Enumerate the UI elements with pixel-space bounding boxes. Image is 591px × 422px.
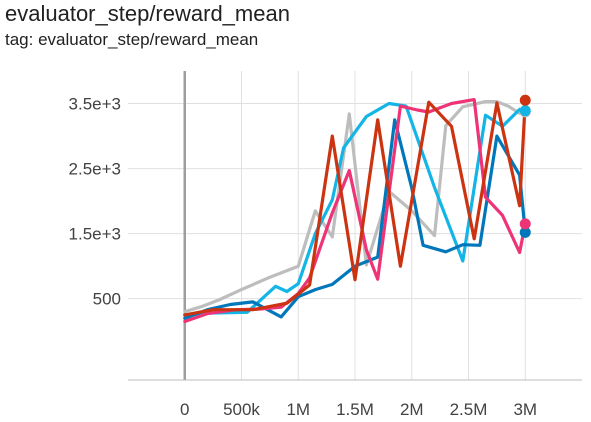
series-layer: [183, 97, 527, 324]
tick-label-layer: 0 500k 1M 1.5M 2M 2.5M 3M 500 1.5e+3 2.5e+3 3.5e+3: [69, 95, 538, 419]
chart-title: evaluator_step/reward_mean: [5, 1, 290, 26]
series-line: [183, 118, 527, 320]
x-tick-label: 500k: [223, 400, 260, 419]
x-tick-label: 2M: [400, 400, 424, 419]
x-tick-label: 2.5M: [450, 400, 488, 419]
series-line: [183, 98, 527, 317]
series-end-point: [519, 226, 531, 238]
chart-tag: tag: evaluator_step/reward_mean: [5, 30, 259, 49]
x-tick-label: 1M: [286, 400, 310, 419]
y-tick-label: 3.5e+3: [69, 95, 121, 114]
series-end-point: [519, 94, 531, 106]
y-tick-label: 500: [93, 290, 121, 309]
grid-layer: [128, 71, 582, 380]
x-tick-label: 1.5M: [336, 400, 374, 419]
x-tick-label: 3M: [513, 400, 537, 419]
series-end-point: [519, 105, 531, 117]
y-tick-label: 1.5e+3: [69, 225, 121, 244]
y-tick-label: 2.5e+3: [69, 160, 121, 179]
series-line: [183, 99, 527, 314]
end-marker-layer: [519, 94, 531, 238]
x-tick-label: 0: [180, 400, 189, 419]
axis-layer: [128, 71, 582, 381]
series-end-point: [519, 218, 531, 230]
series-line: [183, 101, 527, 317]
